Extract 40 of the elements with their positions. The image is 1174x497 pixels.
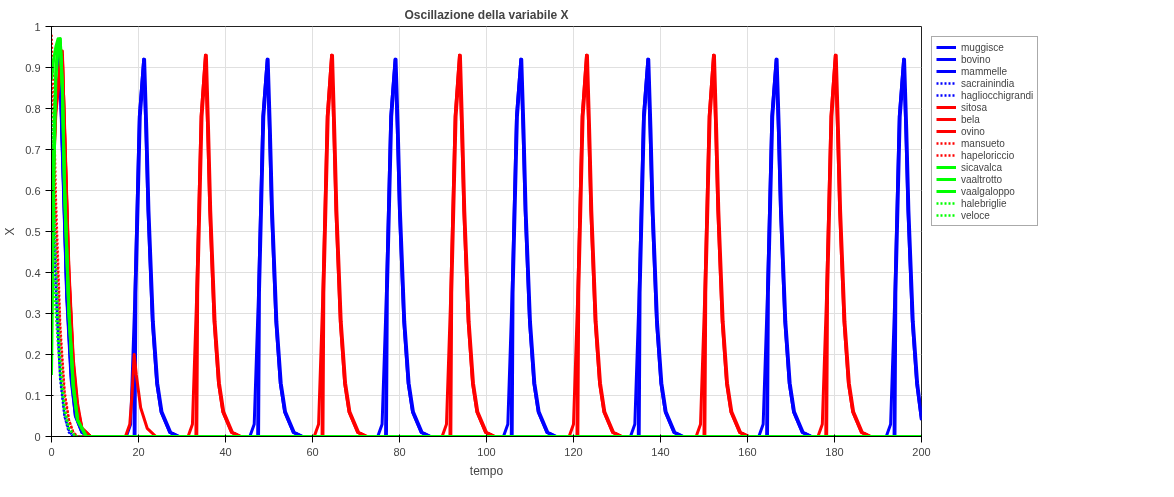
y-tick-label: 0.9 [25,61,41,74]
y-tick-label: 0.5 [25,225,41,238]
legend-label: veloce [961,209,990,221]
x-tick-label: 180 [825,445,844,458]
x-tick-label: 140 [651,445,670,458]
legend-label: ovino [961,125,985,137]
legend-label: muggisce [961,41,1004,53]
y-tick-label: 0.8 [25,102,41,115]
legend-label: vaalgaloppo [961,185,1015,197]
y-tick-label: 0.1 [25,389,41,402]
legend-label: sicavalca [961,161,1003,173]
x-tick-label: 0 [48,445,55,458]
legend-label: vaaltrotto [961,173,1003,185]
legend-label: hagliocchigrandi [961,89,1034,101]
legend-label: bela [961,113,981,125]
y-tick-label: 0.6 [25,184,41,197]
y-axis-title: X [3,227,18,236]
x-tick-label: 200 [912,445,931,458]
chart-title: Oscillazione della variabile X [404,7,569,22]
x-tick-label: 80 [393,445,406,458]
y-tick-label: 0.2 [25,348,41,361]
x-axis-title: tempo [469,463,504,478]
legend-label: halebriglie [961,197,1007,209]
legend-label: sacrainindia [961,77,1015,89]
y-tick-label: 1 [34,20,41,33]
x-tick-label: 60 [306,445,319,458]
x-tick-label: 40 [219,445,232,458]
legend-label: mansueto [961,137,1005,149]
y-tick-label: 0.4 [25,266,41,279]
x-tick-label: 120 [564,445,583,458]
legend-label: mammelle [961,65,1008,77]
legend-label: hapeloriccio [961,149,1015,161]
legend-label: sitosa [961,101,988,113]
x-tick-label: 160 [738,445,757,458]
x-tick-label: 20 [132,445,145,458]
x-tick-label: 100 [477,445,496,458]
y-tick-label: 0.3 [25,307,41,320]
y-tick-label: 0.7 [25,143,41,156]
y-tick-label: 0 [34,430,41,443]
legend-label: bovino [961,53,991,65]
